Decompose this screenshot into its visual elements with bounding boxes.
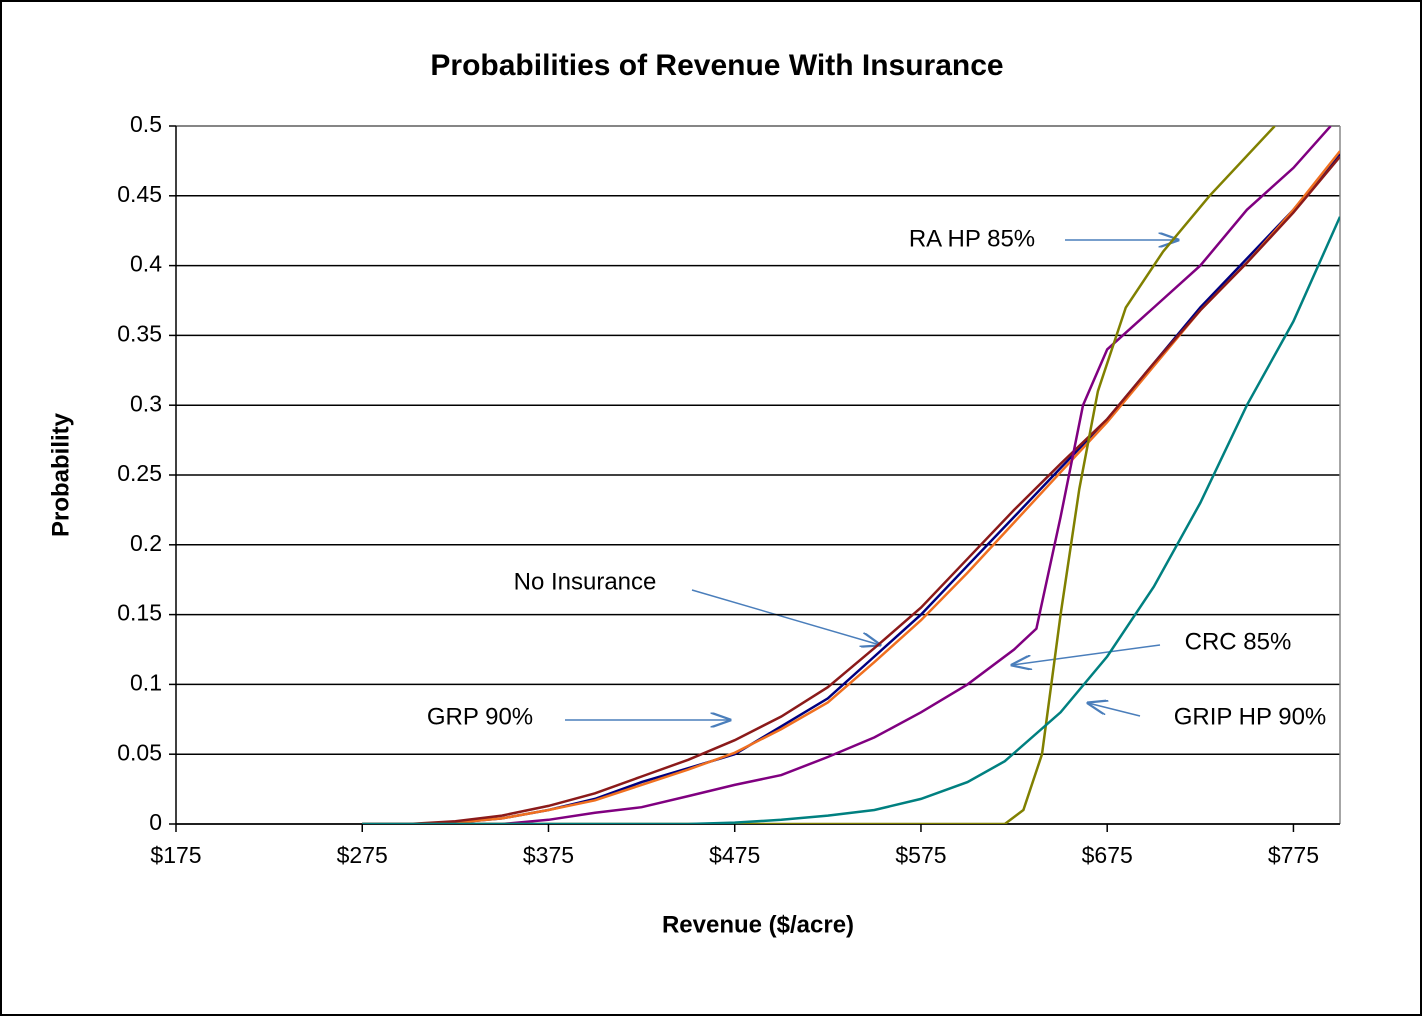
y-tick-label: 0.2	[130, 530, 162, 556]
y-tick-label: 0	[149, 809, 162, 835]
plot-lines	[362, 126, 1340, 824]
y-tick-label: 0.15	[117, 600, 162, 626]
annotation-label: RA HP 85%	[909, 225, 1035, 252]
x-tick-label: $775	[1268, 842, 1319, 868]
y-tick-label: 0.3	[130, 390, 162, 416]
x-tick-label: $675	[1082, 842, 1133, 868]
series-line	[362, 126, 1332, 824]
annotation-label: GRP 90%	[427, 703, 533, 730]
x-tick-label: $375	[523, 842, 574, 868]
y-tick-label: 0.35	[117, 320, 162, 346]
x-tick-label: $275	[337, 842, 388, 868]
x-tick-label: $575	[895, 842, 946, 868]
x-axis-label: Revenue ($/acre)	[662, 911, 854, 938]
arrow	[1088, 703, 1141, 717]
annotation-label: CRC 85%	[1185, 628, 1292, 655]
series-line	[362, 155, 1340, 824]
y-tick-label: 0.4	[130, 251, 162, 277]
series-line	[362, 216, 1340, 824]
y-tick-label: 0.1	[130, 669, 162, 695]
series-line	[362, 126, 1276, 824]
x-tick-label: $175	[150, 842, 201, 868]
arrow	[691, 589, 880, 645]
x-tick-label: $475	[709, 842, 760, 868]
annotation-label: GRIP HP 90%	[1174, 703, 1327, 730]
y-tick-label: 0.5	[130, 111, 162, 137]
annotation-arrows	[565, 240, 1178, 720]
y-tick-label: 0.45	[117, 181, 162, 207]
y-axis-label: Probability	[47, 412, 74, 537]
y-tick-label: 0.05	[117, 739, 162, 765]
annotation-label: No Insurance	[514, 568, 657, 595]
arrow	[1012, 644, 1161, 665]
y-tick-label: 0.25	[117, 460, 162, 486]
chart-title: Probabilities of Revenue With Insurance	[430, 49, 1003, 82]
